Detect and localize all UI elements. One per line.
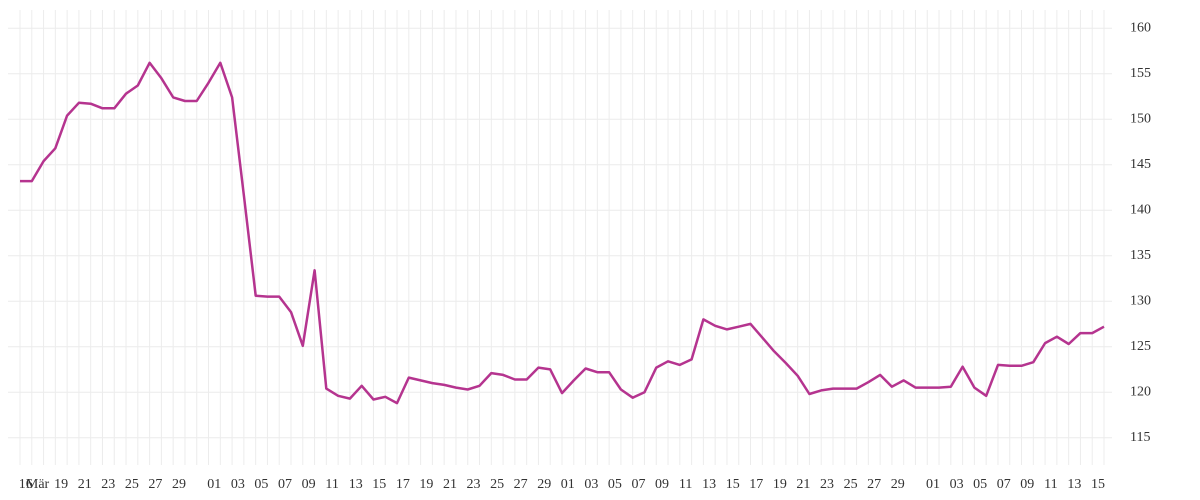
x-tick-label: 07: [278, 477, 292, 492]
x-tick-label: 03: [231, 477, 245, 492]
x-tick-label: 15: [726, 477, 740, 492]
x-tick-label: 23: [820, 477, 834, 492]
x-tick-label: 11: [679, 477, 692, 492]
y-tick-label: 130: [1130, 293, 1151, 308]
x-tick-label: 29: [537, 477, 551, 492]
x-tick-label: 09: [302, 477, 316, 492]
x-tick-label: 07: [631, 477, 645, 492]
x-tick-label: 13: [349, 477, 363, 492]
y-tick-label: 160: [1130, 20, 1151, 35]
y-tick-label: 145: [1130, 157, 1151, 172]
x-tick-label: 16: [19, 477, 33, 492]
x-tick-label: 25: [125, 477, 139, 492]
x-tick-label: 29: [172, 477, 186, 492]
x-tick-label: 19: [773, 477, 787, 492]
y-tick-label: 155: [1130, 66, 1151, 81]
y-tick-label: 135: [1130, 248, 1151, 263]
x-tick-label: 03: [950, 477, 964, 492]
y-tick-label: 140: [1130, 202, 1151, 217]
x-tick-label: 05: [608, 477, 622, 492]
x-tick-label: 27: [148, 477, 162, 492]
x-tick-label: 27: [867, 477, 881, 492]
y-tick-label: 120: [1130, 384, 1151, 399]
x-tick-label: 21: [443, 477, 457, 492]
y-tick-label: 115: [1130, 430, 1150, 445]
x-tick-label: 21: [796, 477, 810, 492]
x-tick-label: 05: [254, 477, 268, 492]
x-tick-label: 21: [78, 477, 92, 492]
x-tick-label: 13: [1067, 477, 1081, 492]
x-tick-label: Mär: [26, 477, 50, 492]
x-tick-label: 23: [467, 477, 481, 492]
x-tick-label: 09: [655, 477, 669, 492]
x-tick-label: 19: [54, 477, 68, 492]
x-tick-label: 29: [891, 477, 905, 492]
x-tick-label: 01: [561, 477, 575, 492]
x-tick-label: 01: [926, 477, 940, 492]
x-tick-label: 07: [997, 477, 1011, 492]
x-tick-label: 13: [702, 477, 716, 492]
x-tick-label: 05: [973, 477, 987, 492]
x-tick-label: 27: [514, 477, 528, 492]
x-tick-label: 19: [419, 477, 433, 492]
x-tick-label: 25: [844, 477, 858, 492]
x-tick-label: 09: [1020, 477, 1034, 492]
x-tick-label: 03: [584, 477, 598, 492]
x-tick-label: 23: [101, 477, 115, 492]
x-tick-label: 15: [1091, 477, 1105, 492]
x-tick-label: 17: [749, 477, 763, 492]
x-tick-label: 25: [490, 477, 504, 492]
x-tick-label: 17: [396, 477, 410, 492]
x-tick-label: 01: [207, 477, 221, 492]
x-tick-label: 15: [372, 477, 386, 492]
x-tick-label: 11: [1044, 477, 1057, 492]
y-tick-label: 125: [1130, 339, 1151, 354]
price-line: [20, 61, 1105, 405]
y-tick-label: 150: [1130, 111, 1151, 126]
x-tick-label: 11: [325, 477, 338, 492]
